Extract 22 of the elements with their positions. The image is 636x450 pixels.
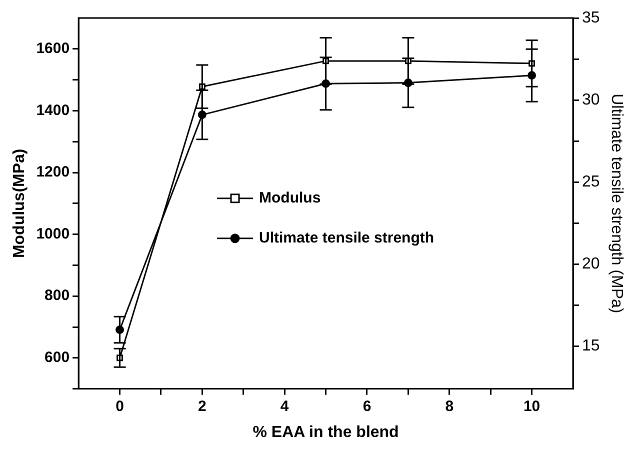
x-tick-label: 2 <box>198 398 206 415</box>
y2-tick-label: 20 <box>582 256 600 273</box>
x-tick-label: 10 <box>523 398 540 415</box>
y-tick-label: 1400 <box>36 102 70 119</box>
y2-tick-label: 15 <box>582 338 600 355</box>
legend-label: Ultimate tensile strength <box>259 230 434 247</box>
y-axis-title: Modulus(MPa) <box>11 148 28 258</box>
x-axis-title: % EAA in the blend <box>252 424 399 441</box>
y-tick-label: 600 <box>44 349 70 366</box>
x-tick-label: 8 <box>445 398 454 415</box>
y2-tick-label: 25 <box>582 173 600 190</box>
legend-label: Modulus <box>259 190 321 207</box>
y2-tick-label: 35 <box>582 9 600 26</box>
y-tick-label: 1200 <box>36 164 70 181</box>
y-tick-label: 800 <box>44 287 70 304</box>
y2-tick-label: 30 <box>582 91 600 108</box>
x-tick-label: 0 <box>116 398 124 415</box>
y-tick-label: 1600 <box>36 40 70 58</box>
y-tick-label: 1000 <box>36 225 70 242</box>
x-tick-label: 6 <box>362 398 372 415</box>
x-tick-label: 4 <box>280 398 290 415</box>
y2-axis-title: Ultimate tensile strength (MPa) <box>608 94 625 314</box>
